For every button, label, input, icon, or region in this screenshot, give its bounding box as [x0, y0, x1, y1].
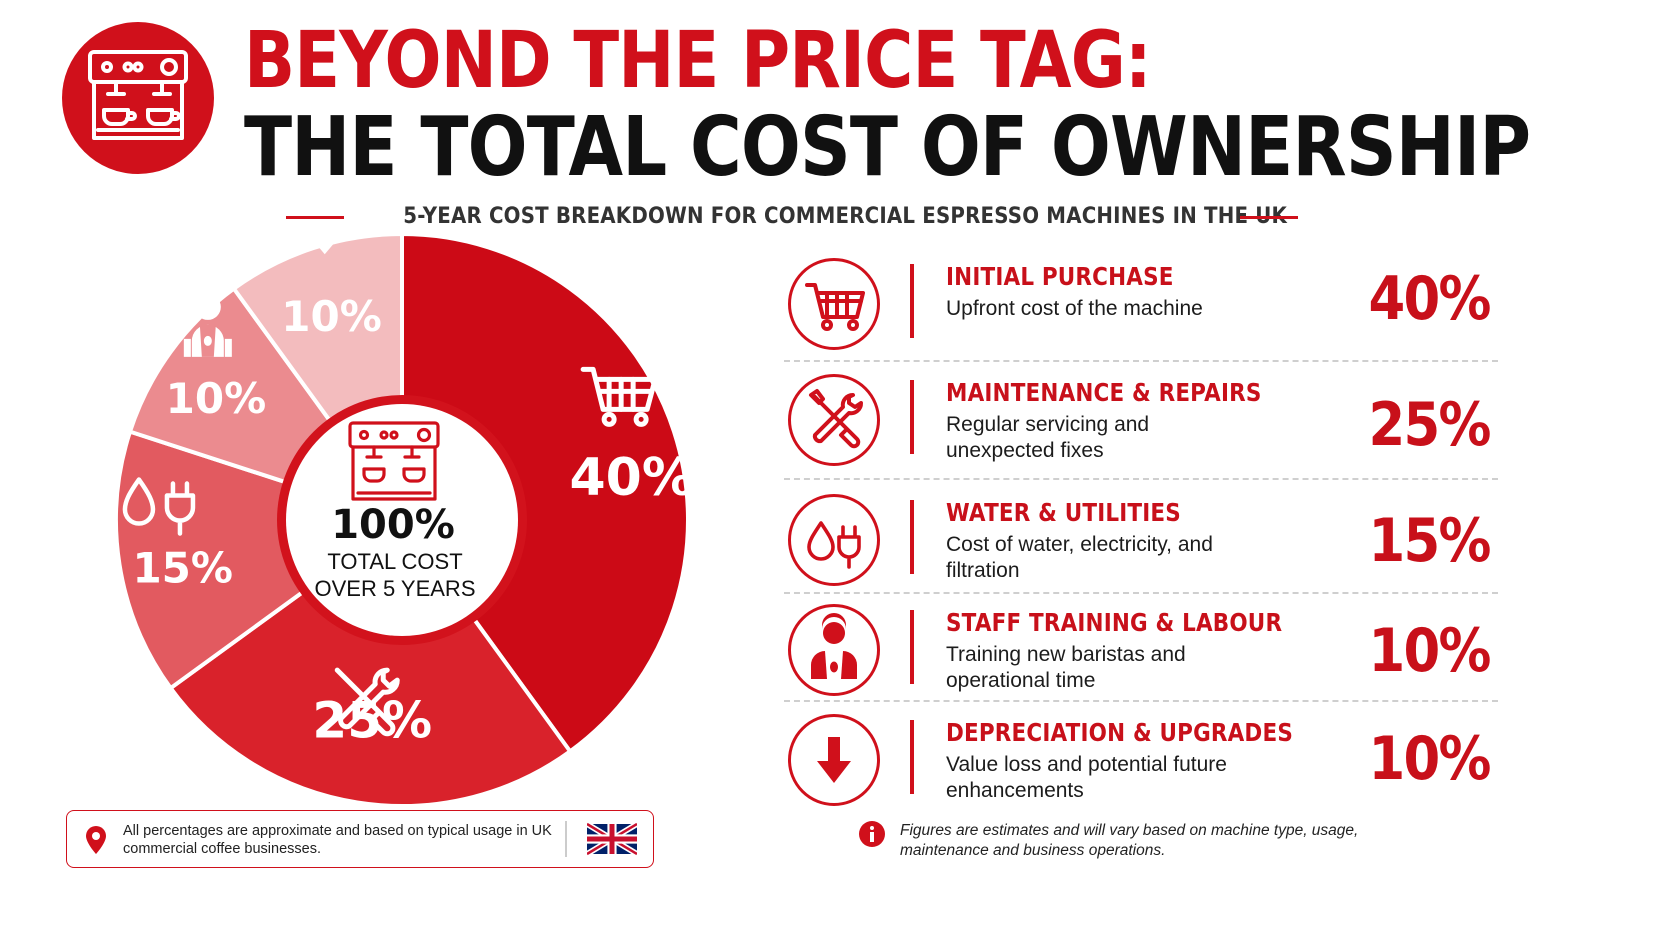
- water-plug-icon: [807, 521, 861, 569]
- wrench-screwdriver-icon: [809, 389, 863, 449]
- center-label-line-2: OVER 5 YEARS: [315, 576, 476, 601]
- legend-value: 40%: [1368, 264, 1492, 334]
- pie-slice-1: [400, 231, 690, 755]
- legend-separator: [784, 478, 1498, 480]
- legend-divider: [910, 720, 914, 794]
- legend-divider: [910, 264, 914, 338]
- footnote-text: All percentages are approximate and base…: [123, 823, 552, 857]
- legend-separator: [784, 700, 1498, 702]
- legend-row-water-utilities: WATER & UTILITIES Cost of water, electri…: [780, 486, 1500, 598]
- legend-desc: Cost of water, electricity, and filtrati…: [946, 533, 1213, 582]
- legend-row-staff-training: STAFF TRAINING & LABOUR Training new bar…: [780, 596, 1500, 708]
- legend-desc: Regular servicing and unexpected fixes: [946, 413, 1150, 462]
- barista-icon: [811, 613, 857, 679]
- legend-title: DEPRECIATION & UPGRADES: [946, 718, 1293, 747]
- slice-label-3: 15%: [132, 544, 233, 593]
- center-label-line-1: TOTAL COST: [327, 549, 462, 574]
- legend-value: 25%: [1368, 390, 1492, 460]
- legend-divider: [910, 380, 914, 454]
- legend-icon-circle: [788, 714, 880, 806]
- water-plug-icon: [122, 477, 196, 536]
- subtitle-rule-right: [1240, 216, 1298, 219]
- cost-breakdown-donut-chart: 40% 25% 15% 10% 10% 100% TOTAL COST OVER 5 Y…: [114, 230, 694, 808]
- down-arrow-icon: [304, 230, 346, 255]
- legend-desc: Training new baristas and operational ti…: [946, 643, 1186, 692]
- page-title-line-1: BEYOND THE PRICE TAG:: [244, 16, 1152, 106]
- legend-separator: [784, 360, 1498, 362]
- center-value: 100%: [331, 502, 455, 548]
- legend-value: 10%: [1368, 724, 1492, 794]
- slice-label-1: 40%: [569, 448, 693, 508]
- logo-badge: [62, 22, 214, 174]
- pie-slice-2: [167, 517, 573, 808]
- subtitle-row: 5-YEAR COST BREAKDOWN FOR COMMERCIAL ESP…: [0, 198, 1590, 238]
- legend-separator: [784, 592, 1498, 594]
- subtitle-rule-left: [286, 216, 344, 219]
- slice-label-4: 10%: [166, 374, 267, 423]
- subtitle: 5-YEAR COST BREAKDOWN FOR COMMERCIAL ESP…: [403, 204, 1288, 229]
- footnote-box: All percentages are approximate and base…: [66, 810, 654, 868]
- barista-icon: [183, 293, 232, 357]
- location-pin-icon: [86, 826, 106, 854]
- legend-title: MAINTENANCE & REPAIRS: [946, 378, 1262, 407]
- disclaimer-text: Figures are estimates and will vary base…: [900, 822, 1359, 859]
- shopping-cart-icon: [805, 283, 865, 331]
- legend-divider: [910, 610, 914, 684]
- center-disc: [286, 404, 518, 636]
- legend-icon-circle: [788, 604, 880, 696]
- espresso-machine-icon: [88, 50, 188, 140]
- down-arrow-icon: [817, 737, 851, 783]
- legend-row-initial-purchase: INITIAL PURCHASE Upfront cost of the mac…: [780, 250, 1500, 362]
- uk-flag-icon: [587, 821, 637, 857]
- slice-label-2: 25%: [312, 692, 432, 750]
- legend-value: 10%: [1368, 616, 1492, 686]
- center-espresso-icon: [348, 421, 440, 501]
- legend-icon-circle: [788, 494, 880, 586]
- page-title-line-2: THE TOTAL COST OF OWNERSHIP: [244, 100, 1531, 195]
- legend-icon-circle: [788, 258, 880, 350]
- legend-title: STAFF TRAINING & LABOUR: [946, 608, 1283, 637]
- legend-divider: [910, 500, 914, 574]
- legend-desc: Value loss and potential future enhancem…: [946, 753, 1227, 802]
- legend-title: WATER & UTILITIES: [946, 498, 1181, 527]
- wrench-screwdriver-icon: [334, 667, 400, 737]
- legend-title: INITIAL PURCHASE: [946, 262, 1174, 291]
- legend-icon-circle: [788, 374, 880, 466]
- shopping-cart-icon: [580, 366, 658, 427]
- slice-label-5: 10%: [281, 292, 382, 341]
- legend-row-maintenance: MAINTENANCE & REPAIRS Regular servicing …: [780, 366, 1500, 478]
- legend-value: 15%: [1368, 506, 1492, 576]
- footnote-divider: [565, 821, 567, 857]
- info-icon: [859, 821, 885, 847]
- legend-row-depreciation: DEPRECIATION & UPGRADES Value loss and p…: [780, 706, 1500, 818]
- legend-desc: Upfront cost of the machine: [946, 297, 1203, 320]
